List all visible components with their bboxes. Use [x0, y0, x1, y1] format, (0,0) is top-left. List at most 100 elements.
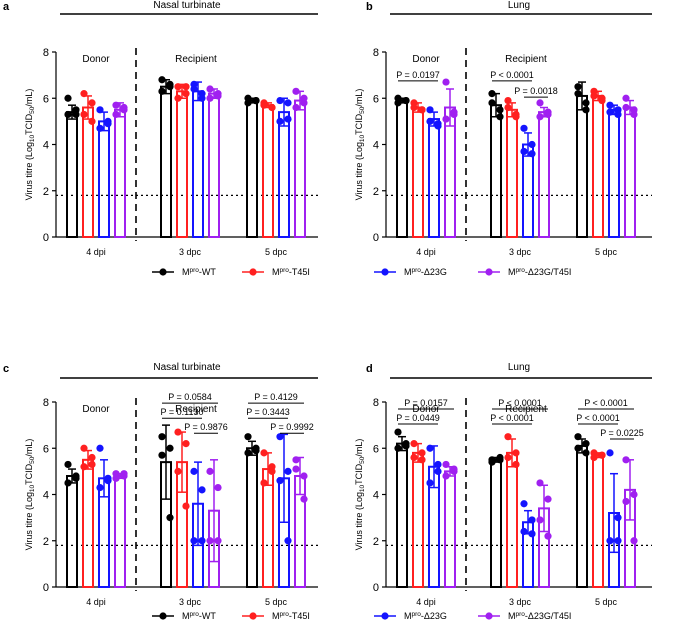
- legend-bottom: Mpro-WT Mpro-T45I Mpro-Δ23G Mpro-Δ23G/T45I: [152, 611, 571, 621]
- bar-T45I: [262, 468, 274, 588]
- legend-label-main: M: [182, 611, 190, 621]
- legend-label-main: M: [508, 267, 516, 277]
- data-point-D23G_T45I: [206, 94, 214, 102]
- y-label-part: TCID: [354, 463, 364, 484]
- data-point-T45I: [418, 106, 426, 114]
- bar-T45I: [412, 451, 424, 588]
- legend-label-main: M: [182, 267, 190, 277]
- y-label-part: 50: [29, 456, 36, 464]
- data-point-T45I: [410, 440, 418, 448]
- data-point-D23G_T45I: [300, 495, 308, 503]
- legend-label: Mpro-WT: [182, 611, 216, 621]
- legend-label-rest: -Δ23G/T45I: [525, 611, 572, 621]
- y-axis-label: Virus titre (Log10TCID50/mL): [354, 439, 366, 551]
- bar-D23G: [98, 120, 110, 238]
- panel-letter: b: [366, 1, 373, 13]
- data-point-D23G_T45I: [214, 92, 222, 100]
- y-tick-label: 6: [43, 93, 49, 105]
- data-point-D23G_T45I: [536, 516, 544, 524]
- data-point-D23G: [96, 124, 104, 132]
- legend-label-sup: pro: [190, 611, 200, 618]
- p-value-label: P = 0.0157: [404, 398, 448, 408]
- p-value-label: P = 0.0018: [514, 86, 558, 96]
- y-tick-label: 2: [373, 536, 379, 548]
- data-point-D23G: [606, 449, 614, 457]
- bar-T45I: [176, 90, 188, 238]
- data-point-WT: [158, 76, 166, 84]
- data-point-D23G: [284, 115, 292, 123]
- legend-label-main: M: [404, 611, 412, 621]
- data-point-WT: [64, 479, 72, 487]
- y-tick-label: 2: [373, 186, 379, 198]
- bar-WT: [66, 475, 78, 588]
- bar-D23G: [192, 90, 204, 238]
- bar-D23G_T45I: [208, 92, 220, 238]
- data-point-D23G: [520, 500, 528, 508]
- y-tick-label: 0: [43, 232, 49, 244]
- group-label-recipient: Recipient: [505, 404, 547, 415]
- data-point-T45I: [182, 502, 190, 510]
- panel-d: d Lung 0 2 4 6 8 Virus titre (Log10TCID50/mL) Do…: [354, 362, 652, 607]
- data-point-T45I: [504, 433, 512, 441]
- data-point-T45I: [590, 453, 598, 462]
- data-point-WT: [244, 99, 252, 107]
- data-point-WT: [64, 94, 72, 102]
- p-value-label: P = 0.0449: [396, 413, 440, 423]
- data-point-D23G: [190, 85, 198, 93]
- legend-label-sup: pro: [412, 267, 422, 274]
- legend-label-sup: pro: [516, 267, 526, 274]
- data-point-T45I: [598, 96, 606, 105]
- data-point-D23G_T45I: [450, 108, 458, 116]
- p-value-label: P = 0.9876: [184, 422, 228, 432]
- data-point-D23G: [606, 108, 614, 116]
- bar-T45I: [592, 454, 604, 588]
- y-tick-label: 2: [43, 186, 49, 198]
- data-point-D23G_T45I: [536, 113, 544, 121]
- bar-WT: [396, 99, 408, 238]
- bar-D23G_T45I: [114, 108, 126, 238]
- x-tick-label: 5 dpc: [595, 597, 618, 607]
- legend-top: Mpro-WT Mpro-T45I Mpro-Δ23G Mpro-Δ23G/T45I: [152, 267, 571, 277]
- data-point-WT: [402, 442, 410, 450]
- data-point-D23G_T45I: [544, 532, 552, 540]
- data-point-D23G: [96, 444, 104, 452]
- bar-T45I: [82, 458, 94, 588]
- data-point-WT: [244, 449, 252, 457]
- y-label-part: TCID: [24, 463, 34, 484]
- data-point-D23G_T45I: [300, 472, 308, 480]
- data-point-D23G: [606, 101, 614, 109]
- data-point-D23G: [528, 140, 536, 149]
- data-point-WT: [64, 110, 72, 119]
- group-label-donor: Donor: [82, 54, 110, 65]
- data-point-D23G: [434, 460, 442, 469]
- bar-D23G_T45I: [444, 470, 456, 588]
- p-value-label: P < 0.0001: [584, 398, 628, 408]
- group-label-recipient: Recipient: [175, 404, 217, 415]
- data-point-D23G_T45I: [292, 465, 300, 473]
- bar-D23G: [608, 108, 620, 238]
- x-tick-label: 5 dpc: [265, 247, 288, 257]
- data-point-D23G: [528, 516, 536, 524]
- data-point-T45I: [598, 451, 606, 459]
- y-tick-label: 0: [373, 582, 379, 594]
- legend-label-main: M: [272, 267, 280, 277]
- p-value-label: P = 0.0584: [168, 392, 212, 402]
- y-label-part: TCID: [354, 113, 364, 134]
- data-point-D23G: [276, 433, 284, 441]
- data-point-T45I: [80, 110, 88, 119]
- legend-label-rest: -T45I: [289, 267, 310, 277]
- group-label-donor: Donor: [82, 404, 110, 415]
- data-point-T45I: [182, 440, 190, 448]
- y-label-part: Virus titre (Log: [24, 142, 34, 200]
- bar-T45I: [262, 104, 274, 238]
- y-tick-label: 0: [43, 582, 49, 594]
- data-point-D23G_T45I: [544, 495, 552, 503]
- data-point-WT: [582, 449, 590, 457]
- data-point-D23G_T45I: [630, 110, 638, 119]
- y-label-part: /mL): [24, 439, 34, 457]
- y-tick-label: 4: [43, 490, 49, 502]
- data-point-D23G_T45I: [120, 470, 128, 478]
- y-label-part: 50: [359, 456, 366, 464]
- y-label-part: /mL): [354, 89, 364, 107]
- legend-label-main: M: [404, 267, 412, 277]
